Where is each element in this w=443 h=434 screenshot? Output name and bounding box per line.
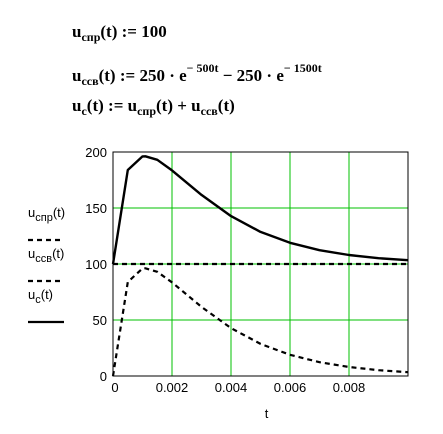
equation-u-c: uc(t) := uспр(t) + uссв(t): [72, 96, 235, 119]
x-tick-label: 0: [111, 380, 118, 395]
eq3-mid: (t) := u: [86, 96, 138, 115]
eq3-sub3: ссв: [200, 104, 218, 118]
eq2-exp2: − 1500t: [283, 61, 322, 75]
eq3-mid2: (t) + u: [156, 96, 201, 115]
eq2-mid1: (t) := 250 · e: [98, 66, 187, 85]
equation-u-spr: uспр(t) := 100: [72, 22, 167, 45]
legend-label: uc(t): [28, 287, 53, 306]
eq3-sub2: спр: [137, 104, 157, 118]
eq2-exp1: − 500t: [186, 61, 219, 75]
eq1-lhs: u: [72, 22, 82, 41]
eq2-lhs-sub: ссв: [81, 74, 99, 88]
x-axis-label: t: [265, 406, 269, 421]
x-tick-label: 0.008: [333, 380, 366, 395]
series-line-2: [111, 155, 409, 265]
eq1-rest: (t) := 100: [100, 22, 167, 41]
y-tick-label: 200: [85, 145, 107, 160]
eq3-lhs-sub: c: [81, 104, 87, 118]
y-tick-label: 150: [85, 201, 107, 216]
y-tick-label: 0: [100, 369, 107, 384]
eq2-lhs: u: [72, 66, 82, 85]
eq3-lhs: u: [72, 96, 82, 115]
legend-label: uспр(t): [28, 205, 65, 224]
x-tick-label: 0.006: [274, 380, 307, 395]
eq1-lhs-sub: спр: [81, 30, 101, 44]
legend-label: uссв(t): [28, 246, 64, 265]
eq2-mid2: − 250 · e: [218, 66, 284, 85]
series-line-1: [111, 267, 409, 377]
y-tick-label: 50: [93, 313, 107, 328]
equation-u-ssv: uссв(t) := 250 · e− 500t − 250 · e− 1500…: [72, 61, 322, 89]
y-tick-label: 100: [85, 257, 107, 272]
x-tick-label: 0.002: [156, 380, 189, 395]
x-tick-label: 0.004: [215, 380, 248, 395]
eq3-tail: (t): [217, 96, 235, 115]
